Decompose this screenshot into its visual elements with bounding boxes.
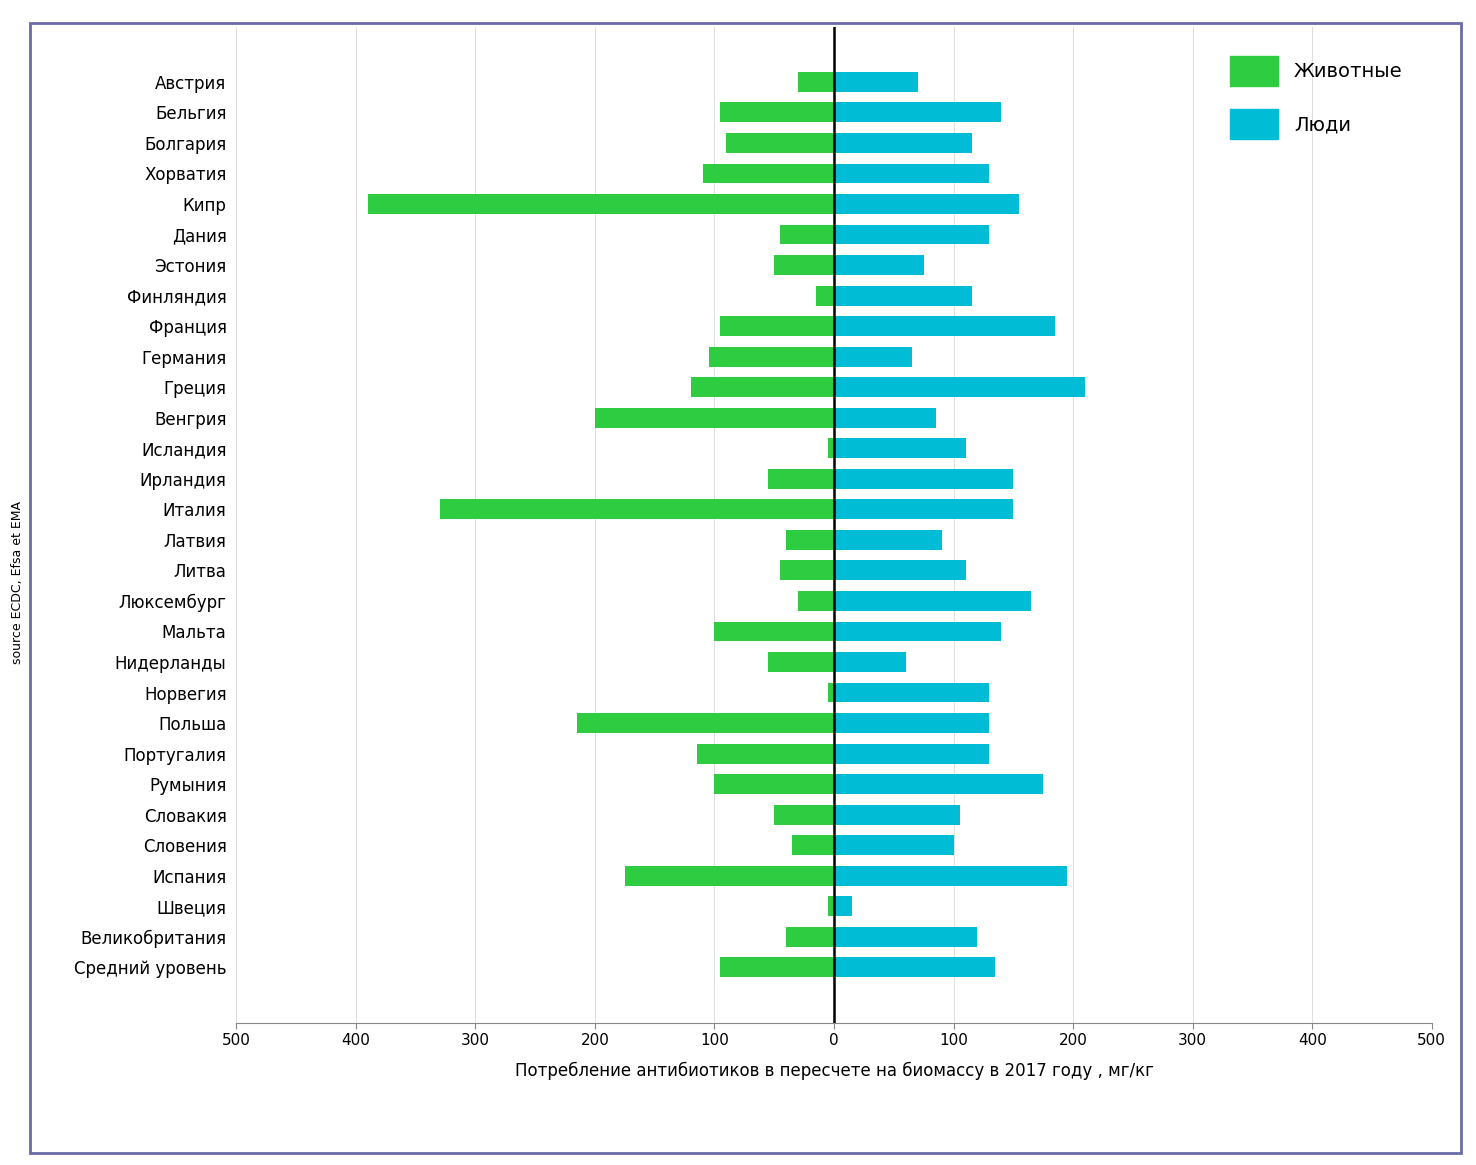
Bar — [769, 652, 834, 672]
Bar — [834, 805, 959, 825]
Bar — [834, 683, 989, 702]
Bar — [834, 958, 995, 977]
Bar — [775, 805, 834, 825]
Bar — [368, 195, 834, 214]
Bar — [769, 468, 834, 489]
Bar — [834, 743, 989, 763]
Bar — [834, 560, 965, 580]
Bar — [828, 683, 834, 702]
Bar — [834, 438, 965, 458]
Bar — [440, 500, 834, 520]
Bar — [714, 622, 834, 642]
Bar — [793, 835, 834, 855]
Bar — [726, 133, 834, 153]
X-axis label: Потребление антибиотиков в пересчете на биомассу в 2017 году , мг/кг: Потребление антибиотиков в пересчете на … — [515, 1061, 1153, 1080]
Bar — [834, 468, 1014, 489]
Bar — [708, 347, 834, 367]
Bar — [787, 530, 834, 550]
Bar — [781, 225, 834, 245]
Bar — [834, 225, 989, 245]
Bar — [691, 377, 834, 397]
Bar — [834, 72, 918, 92]
Bar — [775, 255, 834, 275]
Bar — [834, 285, 971, 305]
Bar — [595, 408, 834, 428]
Bar — [834, 133, 971, 153]
Bar — [720, 103, 834, 122]
Bar — [799, 72, 834, 92]
Bar — [834, 896, 852, 916]
Bar — [834, 103, 1001, 122]
Bar — [834, 713, 989, 733]
Bar — [697, 743, 834, 763]
Bar — [720, 316, 834, 336]
Bar — [703, 163, 834, 183]
Bar — [834, 347, 912, 367]
Bar — [834, 591, 1032, 610]
Bar — [834, 500, 1014, 520]
Bar — [834, 163, 989, 183]
Bar — [577, 713, 834, 733]
Bar — [828, 438, 834, 458]
Bar — [834, 652, 906, 672]
Bar — [720, 958, 834, 977]
Bar — [834, 377, 1085, 397]
Bar — [828, 896, 834, 916]
Bar — [834, 622, 1001, 642]
Bar — [624, 866, 834, 885]
Bar — [816, 285, 834, 305]
Bar — [834, 866, 1067, 885]
Bar — [834, 408, 936, 428]
Bar — [834, 835, 953, 855]
Text: source ECDC, Efsa et EMA: source ECDC, Efsa et EMA — [12, 501, 24, 664]
Bar — [834, 255, 924, 275]
Bar — [787, 927, 834, 947]
Bar — [714, 775, 834, 795]
Bar — [799, 591, 834, 610]
Bar — [834, 775, 1044, 795]
Legend: Животные, Люди: Животные, Люди — [1210, 36, 1421, 158]
Bar — [834, 530, 942, 550]
Bar — [781, 560, 834, 580]
Bar — [834, 316, 1055, 336]
Bar — [834, 927, 977, 947]
Bar — [834, 195, 1020, 214]
